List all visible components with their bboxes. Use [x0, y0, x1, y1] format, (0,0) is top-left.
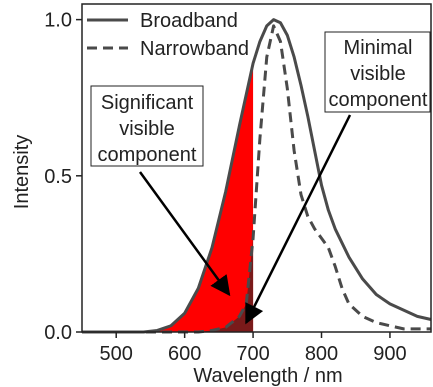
annotation-minimal-arrow	[245, 114, 352, 325]
x-tick-label-800: 800	[305, 343, 338, 365]
annotation-significant-box	[90, 85, 204, 167]
x-tick-label-500: 500	[100, 343, 133, 365]
y-axis-title: Intensity	[11, 135, 33, 209]
plot-frame	[81, 3, 432, 333]
annotation-significant-line-3: component	[98, 144, 197, 166]
series-line-narrowband	[82, 24, 431, 334]
series-line-broadband	[82, 18, 432, 334]
legend: Broadband Narrowband	[87, 10, 249, 60]
annotation-minimal-line-3: component	[329, 89, 428, 111]
annotation-minimal-box	[324, 31, 431, 113]
x-axis-title: Wavelength / nm	[193, 365, 342, 387]
legend-label-broadband: Broadband	[140, 10, 238, 32]
annotation-significant-line-1: Significant	[101, 92, 194, 114]
y-tick-label-0-5: 0.5	[44, 166, 72, 188]
annotation-minimal: Minimal visible component	[245, 31, 431, 325]
annotation-significant-arrow	[138, 171, 231, 297]
shaded-region-broadband	[82, 63, 254, 332]
x-tick-label-900: 900	[373, 343, 406, 365]
shaded-region-narrowband	[82, 238, 254, 332]
x-tick-label-600: 600	[168, 343, 201, 365]
y-tick-label-1: 1.0	[44, 10, 72, 32]
annotation-minimal-line-2: visible	[350, 63, 406, 85]
annotation-significant-line-2: visible	[119, 118, 175, 140]
annotation-minimal-line-1: Minimal	[344, 37, 413, 59]
annotation-significant: Significant visible component	[90, 85, 231, 297]
legend-label-narrowband: Narrowband	[140, 38, 249, 60]
y-tick-label-0: 0.0	[44, 322, 72, 344]
x-tick-label-700: 700	[236, 343, 269, 365]
